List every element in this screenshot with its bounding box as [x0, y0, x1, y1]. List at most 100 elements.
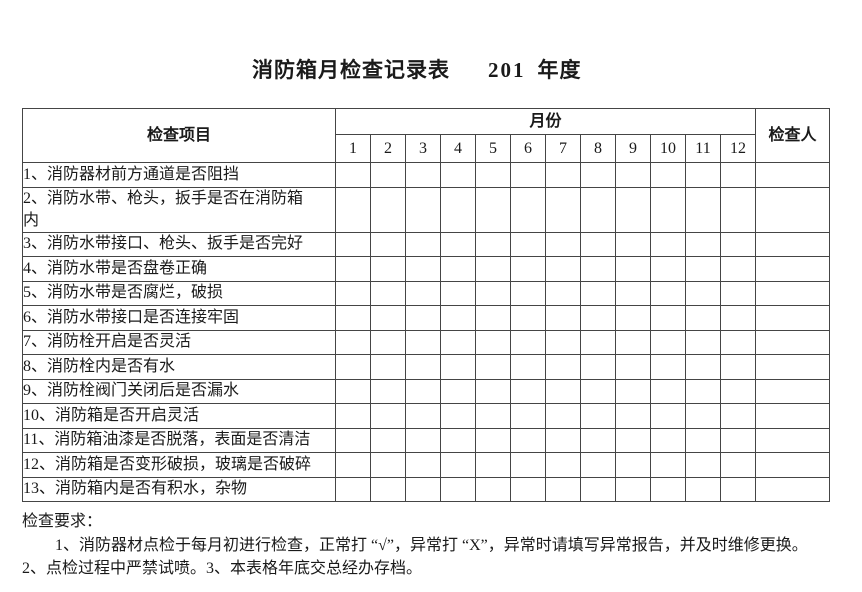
month-check-cell — [370, 354, 406, 380]
month-check-cell — [545, 354, 581, 380]
month-check-cell — [475, 354, 511, 380]
month-check-cell — [370, 427, 406, 453]
notes-heading: 检查要求： — [22, 513, 103, 530]
inspector-cell — [755, 476, 830, 502]
month-header-cell: 5 — [475, 134, 511, 163]
month-check-cell — [510, 452, 546, 478]
month-check-cell — [545, 476, 581, 502]
month-check-cell — [475, 256, 511, 282]
month-check-cell — [545, 231, 581, 257]
month-check-cell — [510, 403, 546, 429]
month-check-cell — [370, 280, 406, 306]
month-check-cell — [405, 329, 441, 355]
month-check-cell — [719, 452, 757, 478]
month-check-cell — [335, 427, 371, 453]
month-check-cell — [510, 280, 546, 306]
month-header-cell: 12 — [719, 134, 757, 163]
table-row: 5、消防水带是否腐烂，破损 — [22, 280, 830, 306]
column-header-month-group: 月份 — [334, 108, 757, 135]
month-check-cell — [545, 305, 581, 331]
table-row: 12、消防箱是否变形破损，玻璃是否破碎 — [22, 452, 830, 478]
month-header-cell: 6 — [510, 134, 546, 163]
month-check-cell — [370, 162, 406, 188]
month-header-cell: 2 — [370, 134, 406, 163]
month-check-cell — [685, 186, 721, 233]
inspector-cell — [755, 403, 830, 429]
month-check-cell — [510, 162, 546, 188]
check-item-label: 6、消防水带接口是否连接牢固 — [22, 305, 336, 331]
month-check-cell — [335, 231, 371, 257]
table-row: 11、消防箱油漆是否脱落，表面是否清洁 — [22, 427, 830, 453]
month-check-cell — [475, 231, 511, 257]
month-check-cell — [719, 403, 757, 429]
month-check-cell — [405, 231, 441, 257]
inspector-cell — [755, 452, 830, 478]
month-check-cell — [475, 329, 511, 355]
month-check-cell — [615, 231, 651, 257]
month-check-cell — [370, 256, 406, 282]
month-check-cell — [615, 256, 651, 282]
month-check-cell — [440, 378, 476, 404]
month-check-cell — [685, 280, 721, 306]
month-check-cell — [405, 186, 441, 233]
month-check-cell — [440, 162, 476, 188]
month-check-cell — [510, 186, 546, 233]
table-row: 13、消防箱内是否有积水，杂物 — [22, 476, 830, 502]
table-row: 10、消防箱是否开启灵活 — [22, 403, 830, 429]
table-row: 2、消防水带、枪头，扳手是否在消防箱 内 — [22, 186, 830, 233]
month-check-cell — [650, 476, 686, 502]
month-check-cell — [440, 354, 476, 380]
month-check-cell — [685, 403, 721, 429]
month-check-cell — [475, 452, 511, 478]
check-item-label: 1、消防器材前方通道是否阻挡 — [22, 162, 336, 188]
month-check-cell — [719, 186, 757, 233]
month-check-cell — [719, 427, 757, 453]
month-check-cell — [335, 329, 371, 355]
month-check-cell — [440, 427, 476, 453]
check-item-label: 7、消防栓开启是否灵活 — [22, 329, 336, 355]
inspector-cell — [755, 231, 830, 257]
month-check-cell — [370, 305, 406, 331]
month-check-cell — [335, 280, 371, 306]
notes-line-1: 1、消防器材点检于每月初进行检查，正常打 “√”，异常打 “X”，异常时请填写异… — [55, 536, 808, 554]
month-header-cell: 10 — [650, 134, 686, 163]
month-check-cell — [615, 427, 651, 453]
month-check-cell — [405, 256, 441, 282]
month-check-cell — [405, 378, 441, 404]
month-check-cell — [335, 305, 371, 331]
month-check-cell — [615, 403, 651, 429]
month-check-cell — [335, 378, 371, 404]
month-check-cell — [545, 329, 581, 355]
month-check-cell — [440, 329, 476, 355]
month-check-cell — [370, 378, 406, 404]
month-check-cell — [650, 305, 686, 331]
month-header-cell: 1 — [335, 134, 371, 163]
table-row: 9、消防栓阀门关闭后是否漏水 — [22, 378, 830, 404]
month-check-cell — [650, 231, 686, 257]
month-check-cell — [335, 256, 371, 282]
page-title: 消防箱月检查记录表 201 年度 — [252, 54, 582, 82]
month-check-cell — [719, 329, 757, 355]
month-check-cell — [545, 186, 581, 233]
month-header-cell: 8 — [580, 134, 616, 163]
month-check-cell — [440, 305, 476, 331]
month-check-cell — [545, 452, 581, 478]
month-check-cell — [510, 427, 546, 453]
month-check-cell — [650, 329, 686, 355]
month-check-cell — [719, 162, 757, 188]
month-check-cell — [580, 427, 616, 453]
month-check-cell — [650, 403, 686, 429]
month-check-cell — [615, 378, 651, 404]
header-row-group: 检查项目 月份 检查人 — [22, 108, 830, 163]
title-year-suffix: 年度 — [537, 58, 582, 82]
month-header-cell: 4 — [440, 134, 476, 163]
inspection-record-table: 检查项目 月份 检查人 1 2 3 4 5 6 7 8 9 10 11 12 1、消防器材前方通道是否… — [22, 108, 830, 502]
table-row: 1、消防器材前方通道是否阻挡 — [22, 162, 830, 188]
month-check-cell — [650, 452, 686, 478]
month-check-cell — [475, 162, 511, 188]
month-check-cell — [370, 231, 406, 257]
month-check-cell — [440, 186, 476, 233]
month-check-cell — [615, 186, 651, 233]
month-check-cell — [370, 452, 406, 478]
